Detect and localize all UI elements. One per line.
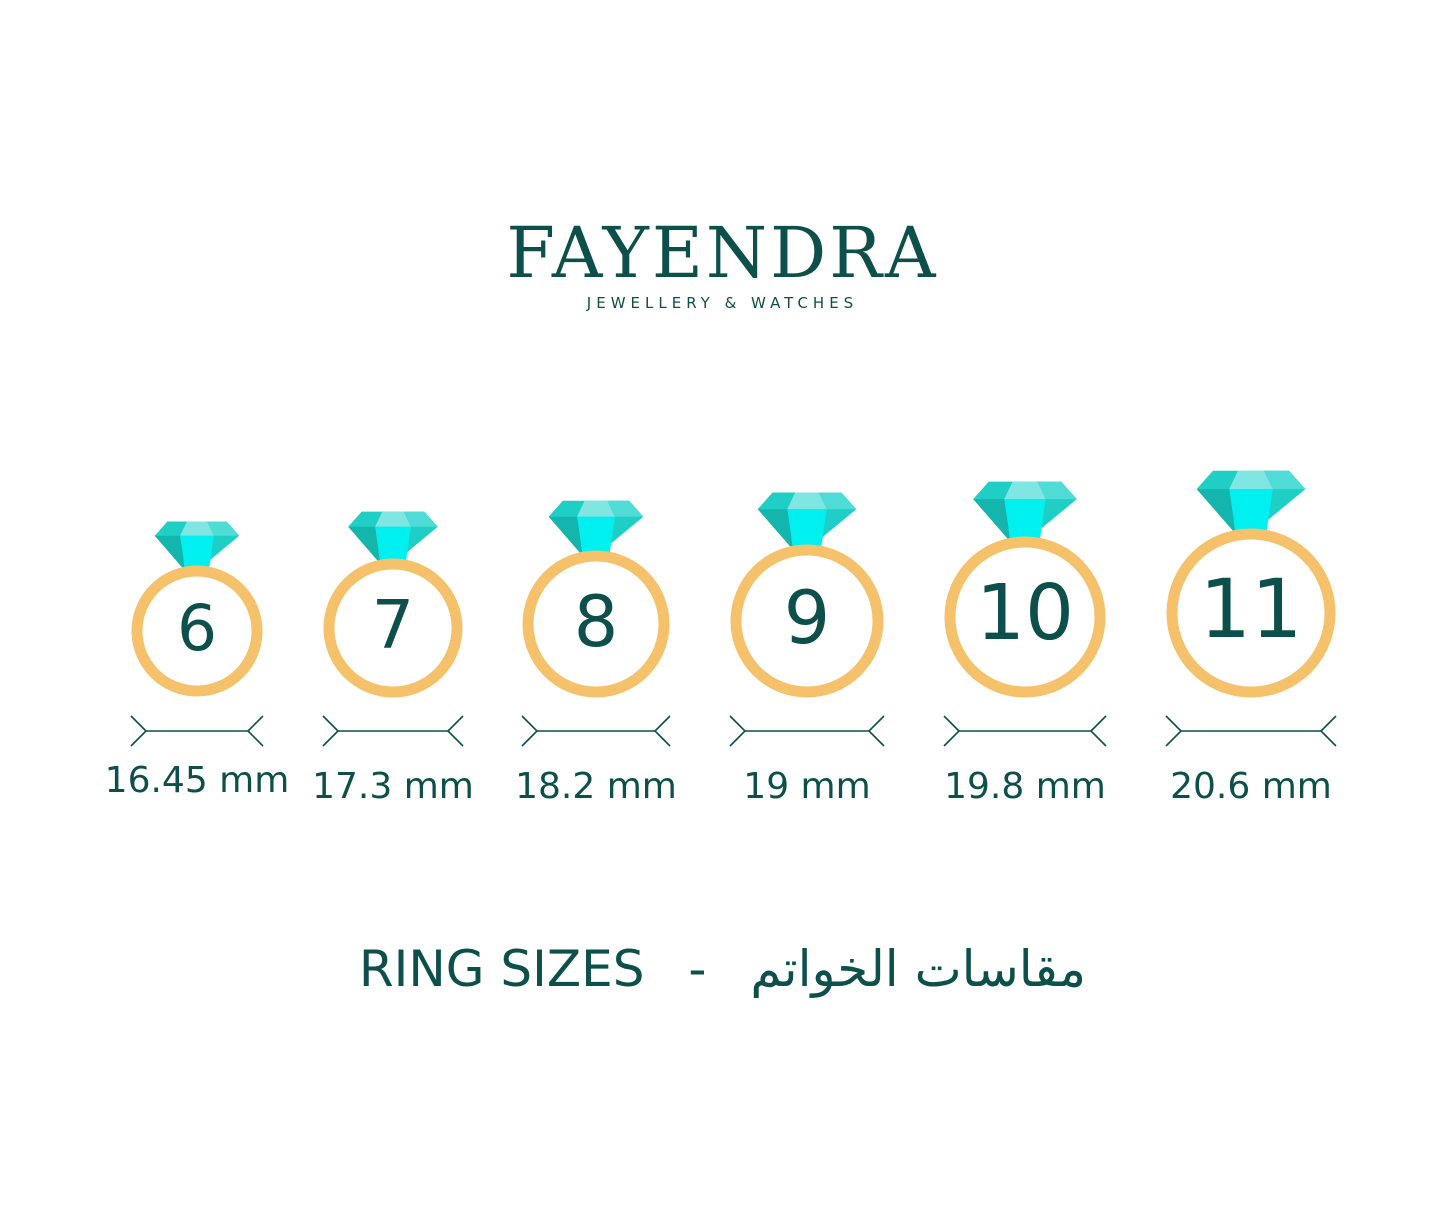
footer-title: RING SIZES - مقاسات الخواتم [0,940,1445,998]
ring-diameter-label: 17.3 mm [312,766,474,807]
ring-band [944,536,1106,698]
ring-size-9 [729,492,885,747]
diameter-arrow [1165,715,1337,747]
diameter-arrow [322,715,464,747]
diamond-icon [973,481,1077,542]
ring-size-number: 6 [176,591,218,665]
brand-logo: FAYENDRA [506,212,939,294]
ring-size-11 [1165,470,1337,747]
ring-band [131,565,263,697]
title-english: RING SIZES [358,940,645,998]
ring-size-number: 11 [1199,562,1303,657]
ring-band [1166,528,1336,698]
brand-tagline: JEWELLERY & WATCHES [586,294,859,312]
ring-band [522,550,670,698]
title-separator: - [688,940,707,998]
ring-diameter-label: 16.45 mm [104,760,290,801]
ring-diameter-label: 20.6 mm [1170,766,1332,807]
ring-band [730,544,884,698]
ring-size-number: 7 [371,586,415,665]
ring-size-7 [322,511,464,747]
ring-size-6 [130,521,264,747]
diameter-arrow [729,715,885,747]
diamond-icon [348,511,438,564]
ring-size-number: 9 [783,575,831,661]
diameter-arrow [130,715,264,747]
diamond-icon [548,500,644,556]
diamond-icon [1196,470,1306,534]
ring-diameter-label: 18.2 mm [515,766,677,807]
diameter-arrow [943,715,1107,747]
ring-diameter-label: 19.8 mm [944,766,1106,807]
title-arabic: مقاسات الخواتم [750,940,1087,998]
ring-band [323,558,463,698]
ring-size-number: 10 [976,569,1074,659]
diamond-icon [154,521,240,571]
diameter-arrow [521,715,671,747]
ring-size-8 [521,500,671,747]
ring-diameter-label: 19 mm [743,766,871,807]
ring-size-10 [943,481,1107,747]
ring-size-number: 8 [573,580,619,663]
diamond-icon [757,492,857,550]
